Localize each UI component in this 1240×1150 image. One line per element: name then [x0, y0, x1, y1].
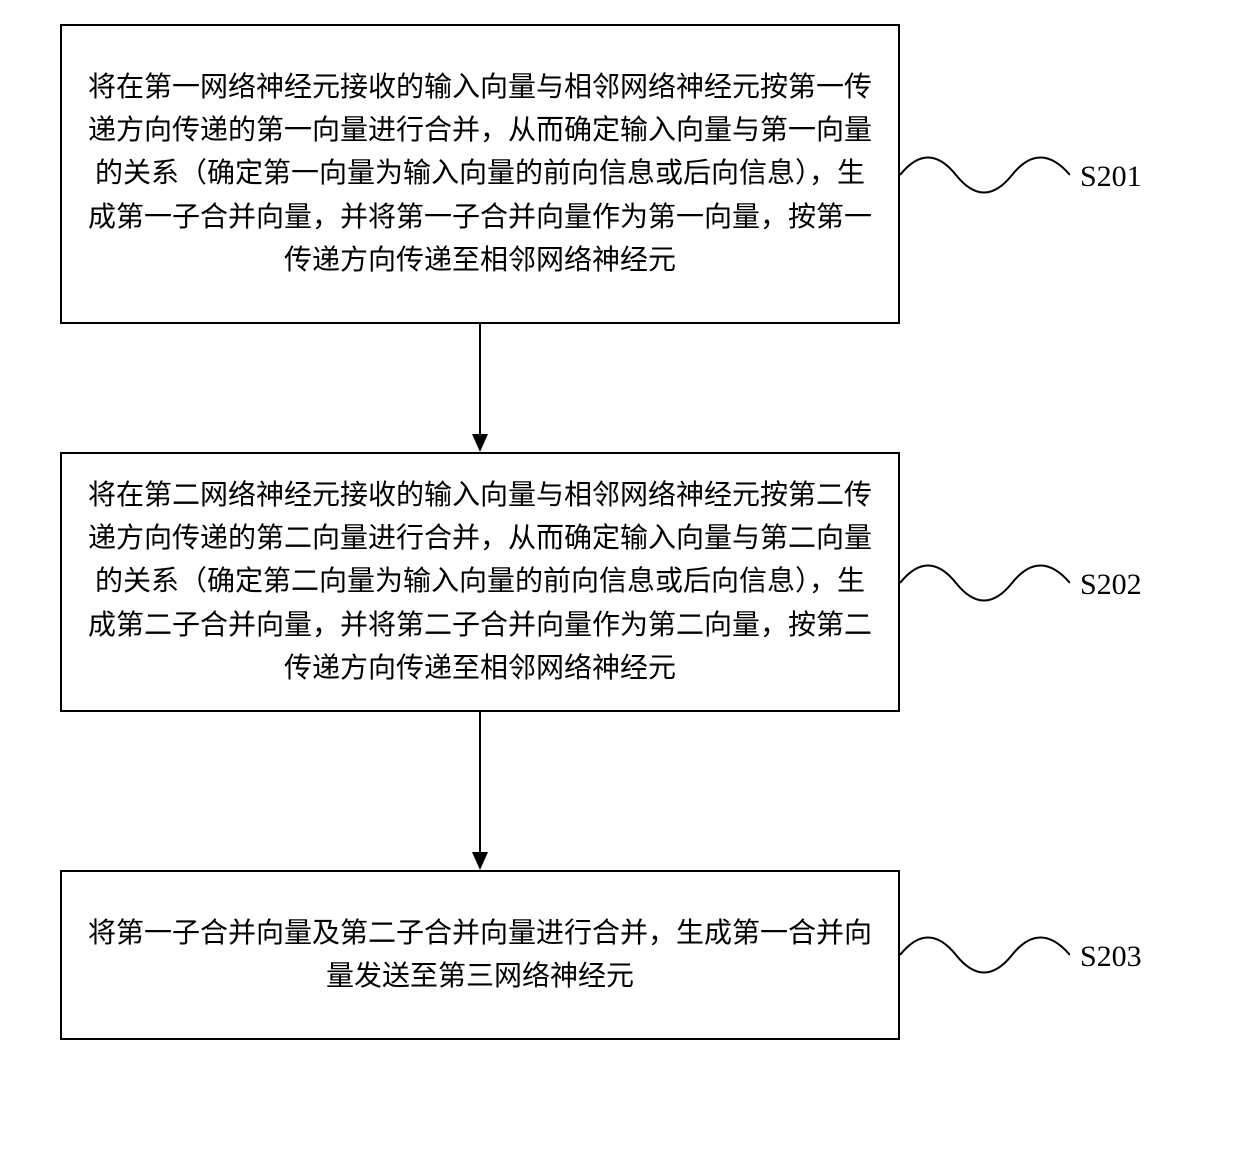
wave-connector-3 — [900, 925, 1070, 985]
flowchart-container: 将在第一网络神经元接收的输入向量与相邻网络神经元按第一传递方向传递的第一向量进行… — [0, 0, 1240, 1150]
flowchart-step-3-text: 将第一子合并向量及第二子合并向量进行合并，生成第一合并向量发送至第三网络神经元 — [86, 912, 874, 999]
flowchart-step-1: 将在第一网络神经元接收的输入向量与相邻网络神经元按第一传递方向传递的第一向量进行… — [60, 24, 900, 324]
step-label-S201: S201 — [1080, 160, 1142, 194]
arrow-1-to-2 — [470, 324, 490, 452]
step-label-S203: S203 — [1080, 940, 1142, 974]
flowchart-step-2-text: 将在第二网络神经元接收的输入向量与相邻网络神经元按第二传递方向传递的第二向量进行… — [86, 474, 874, 691]
wave-connector-1 — [900, 145, 1070, 205]
step-label-S202: S202 — [1080, 568, 1142, 602]
flowchart-step-3: 将第一子合并向量及第二子合并向量进行合并，生成第一合并向量发送至第三网络神经元 — [60, 870, 900, 1040]
flowchart-step-2: 将在第二网络神经元接收的输入向量与相邻网络神经元按第二传递方向传递的第二向量进行… — [60, 452, 900, 712]
arrow-2-to-3 — [470, 712, 490, 870]
wave-connector-2 — [900, 553, 1070, 613]
flowchart-step-1-text: 将在第一网络神经元接收的输入向量与相邻网络神经元按第一传递方向传递的第一向量进行… — [86, 66, 874, 283]
